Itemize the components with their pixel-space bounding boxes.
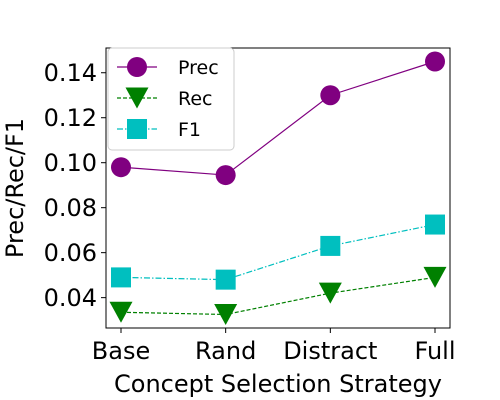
- y-tick-label: 0.14: [44, 59, 97, 87]
- legend-item-rec: Rec: [117, 87, 212, 110]
- x-axis-ticks: Base Rand Distract Full: [92, 328, 456, 365]
- y-tick-label: 0.12: [44, 104, 97, 132]
- data-point-rec-distract: [318, 282, 342, 304]
- y-tick-label: 0.06: [44, 239, 97, 267]
- data-point-f1-distract: [320, 235, 341, 256]
- y-axis-ticks: 0.04 0.06 0.08 0.10 0.12 0.14: [44, 59, 106, 312]
- data-point-rec-rand: [214, 304, 238, 326]
- legend-item-prec: Prec: [117, 57, 219, 79]
- series-f1: [111, 214, 445, 290]
- series-prec: [111, 51, 445, 186]
- series-line-rec: [120, 276, 436, 316]
- y-tick-label: 0.08: [44, 194, 97, 222]
- data-point-prec-full: [425, 51, 445, 72]
- x-tick-label: Distract: [283, 337, 377, 365]
- legend-label-rec: Rec: [178, 88, 212, 110]
- data-point-prec-distract: [320, 85, 341, 106]
- series-rec: [109, 266, 447, 326]
- legend-marker-f1: [127, 119, 147, 139]
- legend-label-f1: F1: [178, 119, 201, 141]
- series-line-f1: [120, 223, 436, 281]
- data-point-rec-base: [109, 301, 133, 323]
- x-tick-label: Base: [92, 337, 150, 365]
- data-point-f1-base: [111, 267, 131, 288]
- data-point-f1-rand: [215, 269, 236, 290]
- legend: Prec Rec F1: [107, 47, 235, 151]
- y-axis-label: Prec/Rec/F1: [1, 118, 29, 258]
- series-line-prec: [120, 60, 436, 176]
- legend-marker-prec: [127, 57, 147, 77]
- data-point-prec-rand: [215, 165, 236, 186]
- plot-frame: [105, 47, 451, 329]
- data-point-rec-full: [423, 266, 447, 288]
- legend-marker-rec: [125, 87, 149, 109]
- legend-item-f1: F1: [117, 119, 201, 141]
- legend-label-prec: Prec: [178, 57, 219, 79]
- data-point-prec-base: [111, 157, 131, 178]
- data-point-f1-full: [425, 214, 445, 235]
- x-axis-label: Concept Selection Strategy: [114, 370, 442, 398]
- y-tick-label: 0.10: [44, 149, 97, 177]
- series-layer: [109, 51, 447, 326]
- x-tick-label: Rand: [195, 337, 256, 365]
- y-tick-label: 0.04: [44, 284, 97, 312]
- legend-items: Prec Rec F1: [117, 57, 219, 141]
- x-tick-label: Full: [414, 337, 455, 365]
